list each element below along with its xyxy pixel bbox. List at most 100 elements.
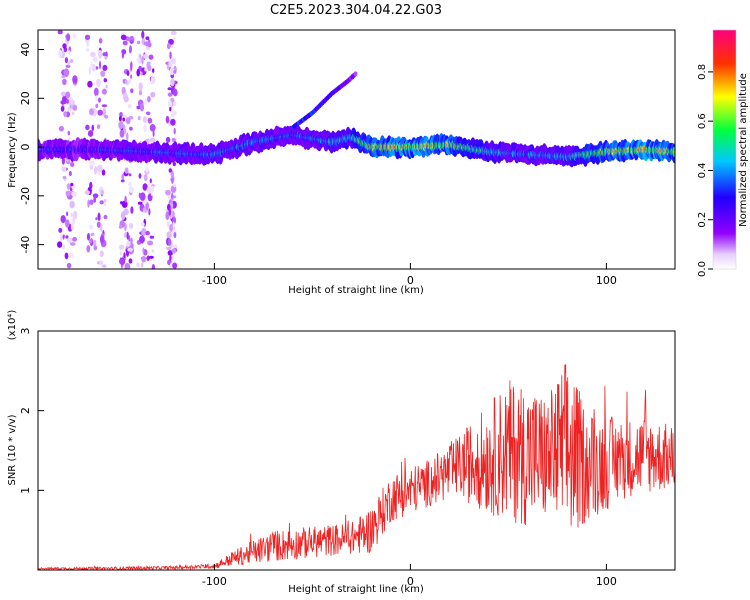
heatmap-cell xyxy=(166,246,172,251)
heatmap-cell xyxy=(171,110,177,116)
heatmap-cell xyxy=(149,178,152,184)
heatmap-cell xyxy=(71,111,75,116)
heatmap-cell xyxy=(171,177,174,184)
heatmap-cell xyxy=(173,232,177,239)
heatmap-cell xyxy=(136,105,141,110)
heatmap-cell xyxy=(89,181,93,190)
heatmap-cell xyxy=(145,111,151,116)
heatmap-cell xyxy=(89,199,94,205)
heatmap-cell xyxy=(166,231,172,239)
heatmap-cell xyxy=(147,42,152,48)
y-tick-label: -40 xyxy=(19,236,32,254)
heatmap-cell xyxy=(103,78,108,83)
colorbar-tick-label: 0.4 xyxy=(697,162,708,178)
heatmap-cell xyxy=(144,98,147,106)
heatmap-cell xyxy=(139,194,143,200)
heatmap-cell xyxy=(91,63,96,72)
colorbar-tick-label: 0.2 xyxy=(697,212,708,228)
heatmap-cell xyxy=(93,87,99,97)
heatmap-cell xyxy=(60,100,65,105)
heatmap-cell xyxy=(165,189,171,196)
heatmap-cell xyxy=(147,96,151,103)
heatmap-cell xyxy=(130,88,134,94)
heatmap-cell xyxy=(59,233,63,242)
heatmap-cell xyxy=(67,237,74,244)
heatmap-cell xyxy=(94,166,98,175)
heatmap-cell xyxy=(148,255,154,259)
heatmap-cell xyxy=(57,30,63,35)
heatmap-cell xyxy=(102,108,106,117)
y-tick-label: 1 xyxy=(19,487,32,494)
heatmap-cell xyxy=(70,212,73,218)
heatmap-cell xyxy=(126,231,129,240)
heatmap-cell xyxy=(165,211,170,221)
heatmap-cell xyxy=(122,40,128,46)
heatmap-cell xyxy=(130,74,133,79)
heatmap-cell xyxy=(58,49,63,59)
heatmap-cell xyxy=(172,244,178,249)
heatmap-cell xyxy=(119,250,123,256)
chart-title: C2E5.2023.304.04.22.G03 xyxy=(270,3,442,18)
heatmap-cell xyxy=(69,104,72,109)
heatmap-cell xyxy=(168,59,173,68)
heatmap-cell xyxy=(143,54,148,59)
x-tick-label: 0 xyxy=(407,575,414,588)
heatmap-cell xyxy=(169,67,175,76)
heatmap-cell xyxy=(96,221,101,228)
heatmap-cell xyxy=(84,34,91,40)
snr-x-label: Height of straight line (km) xyxy=(288,584,424,595)
heatmap-cell xyxy=(141,30,145,39)
heatmap-cell xyxy=(167,250,173,256)
heatmap-cell xyxy=(129,223,134,229)
heatmap-cell xyxy=(93,245,98,251)
heatmap-cell xyxy=(173,183,176,188)
heatmap-cell xyxy=(170,30,177,36)
heatmap-cell xyxy=(141,228,147,236)
heatmap-cell xyxy=(57,241,63,248)
heatmap-cell xyxy=(149,124,156,132)
spectrogram-y-label: Frequency (Hz) xyxy=(7,112,18,188)
heatmap-cell xyxy=(140,262,144,268)
heatmap-cell xyxy=(129,45,132,54)
heatmap-cell xyxy=(68,50,71,55)
heatmap-cell xyxy=(104,114,109,119)
heatmap-cell xyxy=(98,49,103,59)
heatmap-cell xyxy=(129,126,133,131)
heatmap-cell xyxy=(137,116,141,121)
heatmap-cell xyxy=(100,70,106,77)
heatmap-cell xyxy=(103,201,106,207)
heatmap-cell xyxy=(89,224,93,230)
heatmap-cell xyxy=(171,248,177,254)
heatmap-cell xyxy=(65,99,70,104)
colorbar-tick-label: 0.6 xyxy=(697,113,708,129)
heatmap-cell xyxy=(99,235,105,244)
heatmap-cell xyxy=(144,67,147,72)
heatmap-cell xyxy=(67,61,70,66)
snr-y-label: SNR (10 * v/v) xyxy=(7,414,18,485)
heatmap-cell xyxy=(128,258,133,264)
heatmap-cell xyxy=(142,247,145,255)
heatmap-cell xyxy=(126,264,130,269)
heatmap-cell xyxy=(102,52,107,57)
colorbar-ticks: 0.0 0.2 0.4 0.6 0.8 xyxy=(697,64,713,277)
heatmap-cell xyxy=(147,64,152,71)
heatmap-cell xyxy=(88,238,93,244)
heatmap-cell xyxy=(58,125,64,132)
heatmap-cell xyxy=(124,167,129,174)
heatmap-cell xyxy=(124,195,127,203)
heatmap-cell xyxy=(169,51,172,60)
heatmap-cell xyxy=(353,71,358,77)
heatmap-cell xyxy=(95,66,99,70)
heatmap-cell xyxy=(119,129,125,138)
heatmap-cell xyxy=(126,240,131,247)
heatmap-cell xyxy=(87,199,90,208)
heatmap-cell xyxy=(152,130,155,137)
heatmap-cell xyxy=(103,199,107,203)
heatmap-cell xyxy=(97,124,101,129)
heatmap-cell xyxy=(151,185,155,193)
heatmap-cell xyxy=(58,227,63,233)
heatmap-cell xyxy=(91,124,95,132)
heatmap-cell xyxy=(84,190,91,195)
y-tick-label: -20 xyxy=(19,187,32,205)
heatmap-cell xyxy=(65,235,69,239)
